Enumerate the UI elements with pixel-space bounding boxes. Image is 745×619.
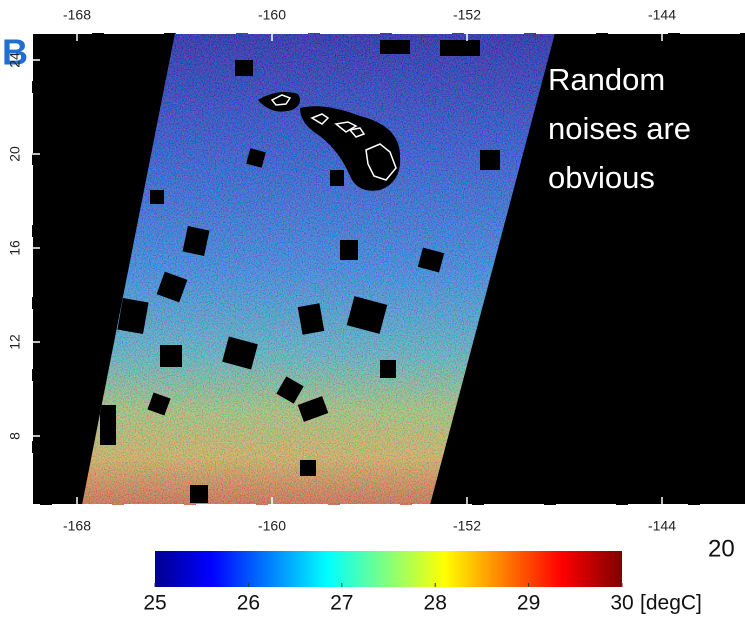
annotation-line: noises are (548, 111, 691, 146)
annotation-line: Random (548, 62, 665, 97)
lon-tick-label: -152 (453, 518, 481, 534)
colorbar-tick-label: 28 (424, 592, 447, 615)
colorbar (155, 551, 622, 587)
map-frame (31, 32, 745, 506)
colorbar-tick-label: 27 (330, 592, 353, 615)
lat-tick-label: 16 (7, 240, 23, 256)
corner-text: 20 (708, 535, 735, 562)
lon-tick-label: -152 (453, 7, 481, 23)
lon-tick-label: -144 (648, 518, 676, 534)
colorbar-tick-label: 25 (143, 592, 166, 615)
lon-tick-label: -160 (258, 518, 286, 534)
lon-tick-label: -144 (648, 7, 676, 23)
lat-tick-label: 20 (7, 146, 23, 162)
lat-tick-label: 12 (7, 334, 23, 350)
annotation-line: obvious (548, 160, 655, 195)
lat-tick-label: 8 (7, 432, 23, 440)
colorbar-tick-label: 29 (517, 592, 540, 615)
hawaii-islands (258, 92, 401, 191)
lon-tick-label: -160 (258, 7, 286, 23)
colorbar-tick-label: 26 (237, 592, 260, 615)
colorbar-tick-label: 30 (610, 592, 633, 615)
annotation: Random noises are obvious (548, 62, 691, 195)
panel-label: B (2, 32, 28, 73)
lat-tick-label: 24 (7, 52, 23, 68)
lon-tick-label: -168 (63, 7, 91, 23)
lon-tick-label: -168 (63, 518, 91, 534)
cloud-masks (100, 40, 500, 503)
colorbar-unit: [degC] (640, 592, 702, 615)
